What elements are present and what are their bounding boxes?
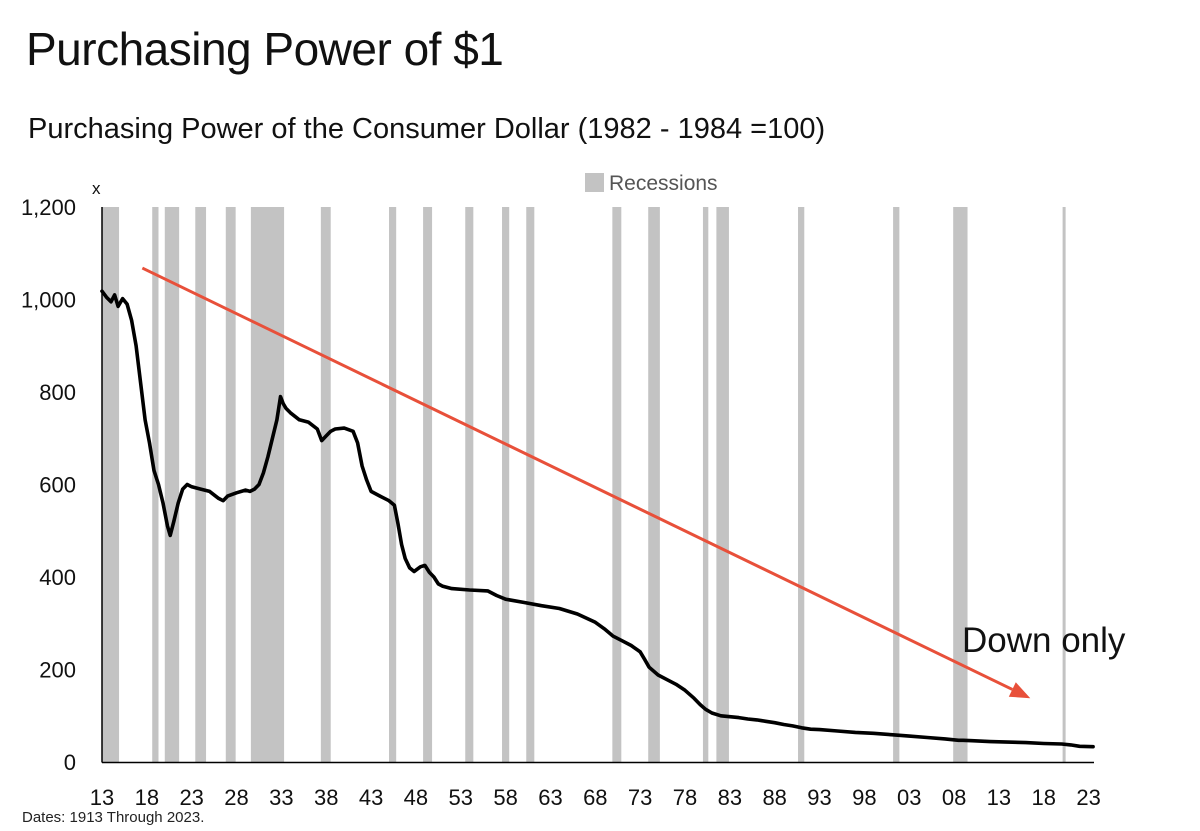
chart-subtitle: Purchasing Power of the Consumer Dollar … bbox=[28, 113, 826, 145]
legend: Recessions bbox=[585, 172, 718, 195]
recession-band-13 bbox=[648, 207, 660, 762]
recession-band-6 bbox=[320, 207, 331, 762]
x-tick-label: 23 bbox=[1076, 785, 1100, 810]
axis-labels: 0 200 400 600 800 1,000 1,200 x 13 18 23 28 33 38 43 48… bbox=[21, 179, 1101, 810]
x-tick-label: 33 bbox=[269, 785, 293, 810]
recession-band-4 bbox=[225, 207, 236, 762]
y-tick-label: 1,200 bbox=[21, 195, 76, 220]
x-tick-label: 18 bbox=[135, 785, 159, 810]
footnote: Dates: 1913 Through 2023. bbox=[22, 809, 205, 826]
x-tick-label: 58 bbox=[493, 785, 517, 810]
recession-band-2 bbox=[164, 207, 180, 762]
recession-band-1 bbox=[152, 207, 159, 762]
x-tick-label: 73 bbox=[628, 785, 652, 810]
x-tick-label: 43 bbox=[359, 785, 383, 810]
x-tick-label: 88 bbox=[762, 785, 786, 810]
x-tick-label: 13 bbox=[90, 785, 114, 810]
x-tick-label: 03 bbox=[897, 785, 921, 810]
legend-swatch bbox=[585, 173, 604, 192]
series-line-0 bbox=[100, 289, 1095, 749]
recession-band-18 bbox=[953, 207, 968, 762]
x-tick-label: 93 bbox=[807, 785, 831, 810]
y-tick-label: 1,000 bbox=[21, 288, 76, 313]
trend-arrow-shaft bbox=[141, 266, 1013, 691]
y-tick-label: 400 bbox=[39, 565, 76, 590]
x-tick-label: 28 bbox=[224, 785, 248, 810]
recession-band-11 bbox=[526, 207, 535, 762]
recession-band-14 bbox=[702, 207, 709, 762]
down-only-annotation: Down only bbox=[962, 621, 1126, 660]
x-tick-label: 13 bbox=[987, 785, 1011, 810]
chart-title: Purchasing Power of $1 bbox=[26, 23, 504, 75]
trend-arrow bbox=[141, 266, 1031, 699]
recession-band-8 bbox=[423, 207, 433, 762]
recession-band-7 bbox=[389, 207, 397, 762]
x-tick-label: 53 bbox=[449, 785, 473, 810]
trend-arrow-head bbox=[1008, 682, 1031, 699]
recession-band-16 bbox=[798, 207, 805, 762]
recession-band-17 bbox=[893, 207, 900, 762]
x-tick-label: 68 bbox=[583, 785, 607, 810]
recession-band-12 bbox=[612, 207, 622, 762]
y-unit-label: x bbox=[92, 179, 101, 198]
series-lines bbox=[100, 289, 1095, 749]
x-tick-label: 08 bbox=[942, 785, 966, 810]
recession-band-10 bbox=[502, 207, 510, 762]
recession-band-9 bbox=[465, 207, 474, 762]
x-tick-label: 98 bbox=[852, 785, 876, 810]
recession-band-15 bbox=[716, 207, 729, 762]
y-tick-label: 800 bbox=[39, 380, 76, 405]
y-tick-label: 600 bbox=[39, 473, 76, 498]
legend-label: Recessions bbox=[609, 172, 718, 195]
x-tick-label: 18 bbox=[1032, 785, 1056, 810]
y-tick-label: 0 bbox=[64, 750, 76, 775]
x-tick-label: 23 bbox=[179, 785, 203, 810]
x-tick-label: 83 bbox=[718, 785, 742, 810]
recession-bands bbox=[102, 207, 1066, 762]
recession-band-19 bbox=[1062, 207, 1066, 762]
x-tick-label: 63 bbox=[538, 785, 562, 810]
recession-band-0 bbox=[102, 207, 120, 762]
x-tick-label: 38 bbox=[314, 785, 338, 810]
y-tick-label: 200 bbox=[39, 658, 76, 683]
axes bbox=[101, 207, 1094, 764]
recession-band-3 bbox=[195, 207, 207, 762]
recession-band-5 bbox=[250, 207, 285, 762]
x-tick-label: 48 bbox=[404, 785, 428, 810]
x-tick-label: 78 bbox=[673, 785, 697, 810]
